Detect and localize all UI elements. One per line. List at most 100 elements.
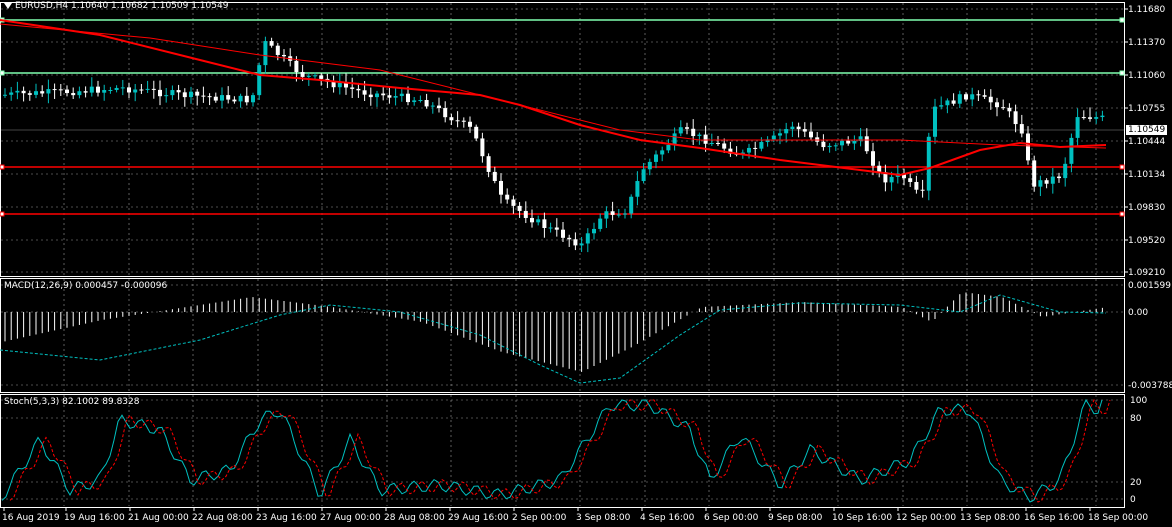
candle-body <box>889 176 894 183</box>
candle-body <box>747 147 751 153</box>
candle-body <box>1026 133 1030 161</box>
candle-body <box>114 87 119 90</box>
candle-body <box>170 90 175 96</box>
candle-body <box>238 95 243 102</box>
price-axis-label: 1.11680 <box>1128 5 1165 15</box>
macd-axis-label: 0.00 <box>1128 308 1148 318</box>
candle-body <box>871 151 875 166</box>
candle-body <box>96 86 100 93</box>
candle-body <box>1013 111 1018 125</box>
candle-body <box>926 136 931 191</box>
candle-body <box>1100 115 1105 118</box>
candle-body <box>554 227 559 230</box>
candle-body <box>1019 124 1024 134</box>
candle-body <box>517 205 522 211</box>
time-axis-label: 4 Sep 16:00 <box>640 513 695 523</box>
candle-body <box>306 75 311 77</box>
candle-body <box>821 141 826 148</box>
candle-body <box>344 82 348 88</box>
candle-body <box>691 128 696 137</box>
candle-body <box>120 87 125 89</box>
candle-body <box>908 178 913 182</box>
candle-body <box>840 140 844 146</box>
candle-body <box>771 135 776 140</box>
macd-label: MACD(12,26,9) 0.000457 -0.000096 <box>4 281 168 291</box>
price-axis-label: 1.09210 <box>1128 268 1165 278</box>
pane-border-1 <box>0 278 1125 393</box>
candle-body <box>350 87 355 89</box>
candle-body <box>877 165 882 173</box>
candle-body <box>300 72 305 77</box>
current-price-tag: 1.10549 <box>1126 125 1168 135</box>
candle-body <box>790 126 795 130</box>
candle-body <box>65 89 69 94</box>
candle-body <box>561 229 565 238</box>
candle-body <box>511 199 516 206</box>
candle-body <box>232 99 237 102</box>
candle-body <box>269 41 274 46</box>
candle-body <box>778 133 782 136</box>
candle-body <box>982 95 987 97</box>
price-axis-label: 1.11060 <box>1128 71 1165 81</box>
candle-body <box>852 140 857 144</box>
candle-body <box>914 181 919 190</box>
candle-body <box>1050 176 1055 184</box>
candle-body <box>629 196 634 214</box>
candle-body <box>530 217 534 223</box>
candle-body <box>542 219 547 228</box>
time-axis-label: 6 Sep 00:00 <box>704 513 759 523</box>
candle-body <box>263 41 268 66</box>
candle-body <box>356 88 361 91</box>
candle-body <box>505 194 510 200</box>
candle-body <box>176 90 181 93</box>
candle-body <box>666 144 671 151</box>
candle-body <box>1081 117 1086 119</box>
candle-body <box>833 145 838 147</box>
candle-body <box>83 91 88 93</box>
candle-body <box>753 147 758 149</box>
candle-body <box>474 126 479 139</box>
candle-body <box>424 100 429 107</box>
pane-border-0 <box>0 2 1125 277</box>
candle-body <box>1069 137 1074 164</box>
symbol-info-text: EURUSD,H4 1.10640 1.10682 1.10509 1.1054… <box>15 1 229 11</box>
candle-body <box>337 82 342 88</box>
candle-body <box>1063 163 1068 179</box>
moving-average-slow <box>0 23 1107 149</box>
macd-signal-line <box>0 294 1107 384</box>
candle-body <box>678 127 683 134</box>
price-axis-label: 1.10444 <box>1128 137 1165 147</box>
candle-body <box>455 120 460 122</box>
stoch-label: Stoch(5,3,3) 82.1002 89.8328 <box>4 397 140 407</box>
candle-body <box>604 211 609 219</box>
candle-body <box>201 95 206 97</box>
candle-body <box>728 148 733 154</box>
candle-body <box>641 169 646 182</box>
candle-body <box>970 94 975 100</box>
candle-body <box>406 93 410 103</box>
time-axis-label: 23 Aug 16:00 <box>256 513 317 523</box>
dropdown-icon <box>4 2 12 9</box>
candle-body <box>951 100 956 104</box>
candle-body <box>920 189 925 191</box>
candle-body <box>89 86 94 93</box>
price-axis-label: 1.09520 <box>1128 236 1165 246</box>
candle-body <box>399 93 404 97</box>
candle-body <box>492 171 497 181</box>
candle-body <box>108 89 113 91</box>
candle-body <box>1044 180 1049 184</box>
macd-axis-label: -0.003788 <box>1128 381 1172 391</box>
candle-body <box>567 237 572 240</box>
candle-body <box>313 75 317 77</box>
price-axis-label: 1.11370 <box>1128 38 1165 48</box>
candle-body <box>151 88 156 90</box>
price-axis-label: 1.10134 <box>1128 170 1165 180</box>
price-level-handle <box>0 211 5 217</box>
candle-body <box>34 91 38 95</box>
candle-body <box>9 92 14 95</box>
candle-body <box>660 150 665 155</box>
candle-body <box>784 129 789 134</box>
stoch-axis-label: 100 <box>1130 396 1147 406</box>
candle-body <box>809 131 813 138</box>
